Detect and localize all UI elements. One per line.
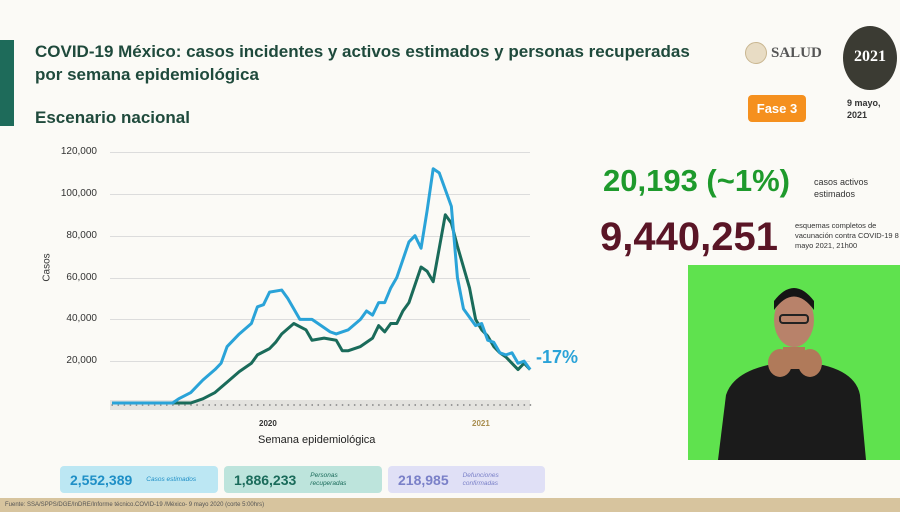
active-cases-value: 20,193 (~1%) [603,163,790,198]
stat-recovered: 1,886,233 Personas recuperadas [224,466,382,493]
source-footer: Fuente: SSA/SPPS/DGE/InDRE/Informe técni… [0,498,900,512]
gridline [110,194,530,195]
stat-label: Defunciones confirmadas [462,471,499,487]
logo-year: 2021 [854,48,886,65]
mexico-2021-logo: 2021 [843,26,897,90]
stat-value: 2,552,389 [70,471,133,488]
stat-value: 218,985 [398,471,449,488]
stat-estimated-cases: 2,552,389 Casos estimados [60,466,218,493]
salud-logo: SALUD [745,42,822,64]
series-line-estimated [112,167,532,405]
active-cases-label: casos activos estimados [814,177,869,199]
gridline [110,319,530,320]
stat-label: Casos estimados [146,475,197,483]
seal-icon [745,42,767,64]
gridline [110,361,530,362]
page-subtitle: Escenario nacional [35,108,190,127]
stat-value: 1,886,233 [234,471,297,488]
x-axis-label: Semana epidemiológica [258,434,376,446]
interpreter-figure [718,288,866,460]
stat-deaths: 218,985 Defunciones confirmadas [388,466,545,493]
page-title: COVID-19 México: casos incidentes y acti… [35,42,690,84]
gridline [110,236,530,237]
y-tick: 20,000 [66,355,97,366]
year-label-2020: 2020 [259,419,277,428]
y-axis-label: Casos [41,253,53,282]
accent-bar [0,40,14,126]
stat-label: Personas recuperadas [310,471,347,487]
sign-language-interpreter-video [688,265,900,460]
series-line-recovered [112,213,532,405]
y-tick: 120,000 [60,146,97,157]
y-tick: 60,000 [66,272,97,283]
y-tick: 40,000 [66,313,97,324]
vaccination-value: 9,440,251 [600,215,778,259]
y-tick: 80,000 [66,230,97,241]
phase-badge: Fase 3 [748,95,806,122]
change-annotation: -17% [536,347,579,367]
y-tick: 100,000 [60,188,97,199]
salud-logo-text: SALUD [771,44,822,61]
date-label: 9 mayo, 2021 [847,98,881,120]
vaccination-label: esquemas completos de vacunación contra … [795,221,899,250]
gridline [110,278,530,279]
year-label-2021: 2021 [472,419,490,428]
gridline [110,152,530,153]
x-axis-band [110,400,530,410]
